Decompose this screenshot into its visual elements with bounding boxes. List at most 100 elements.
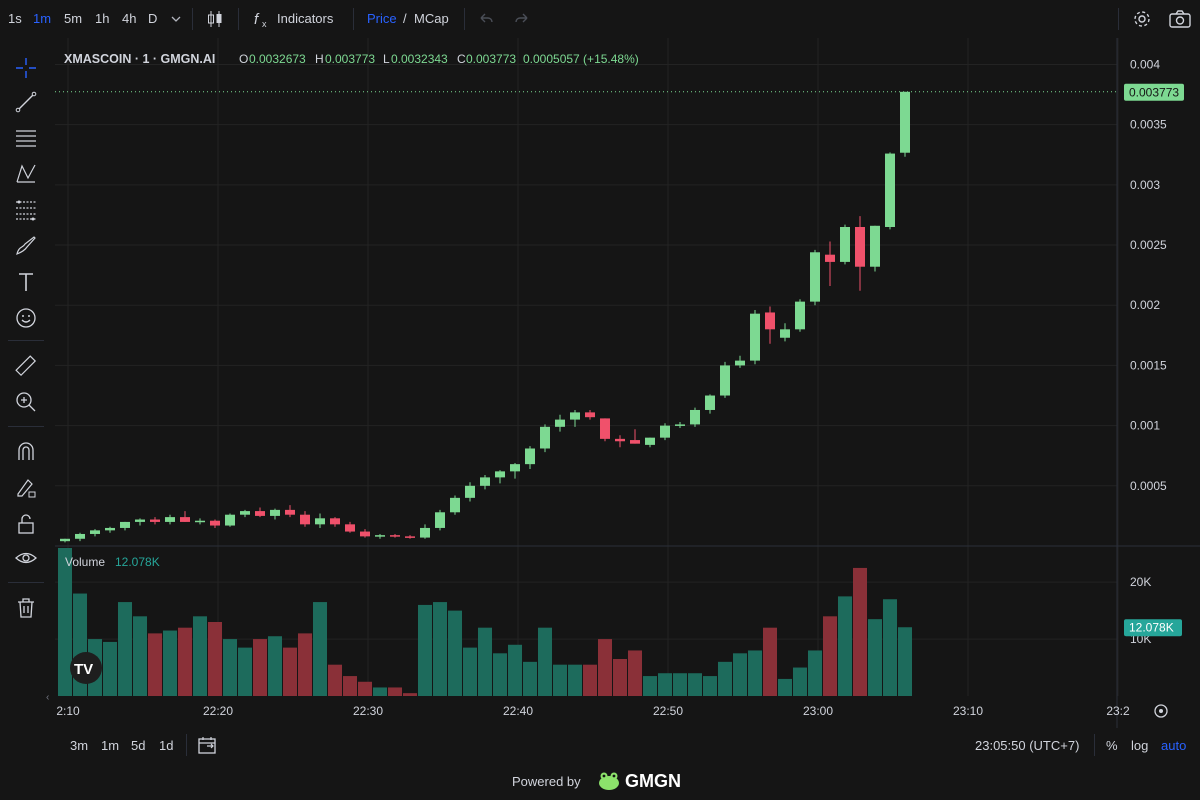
timeframe-1h[interactable]: 1h — [95, 11, 110, 26]
timeframe-1s[interactable]: 1s — [8, 11, 22, 26]
reset-settings-icon[interactable] — [1154, 704, 1168, 718]
volume-bar — [733, 653, 747, 696]
volume-bar — [193, 616, 207, 696]
chevron-down-icon[interactable] — [170, 14, 182, 24]
ruler-icon[interactable] — [12, 352, 40, 380]
range-3m[interactable]: 3m — [70, 738, 89, 753]
camera-icon[interactable] — [1168, 8, 1192, 30]
candle-body — [75, 533, 85, 539]
toolbar-divider — [192, 8, 193, 30]
candle-body — [225, 514, 235, 526]
tradingview-logo[interactable]: TV — [70, 652, 102, 684]
candle-body — [600, 418, 610, 439]
price-tick-label: 0.0025 — [1130, 238, 1167, 252]
trend-line-icon[interactable] — [12, 88, 40, 116]
volume-bar — [763, 627, 777, 696]
timezone-clock[interactable]: 23:05:50 (UTC+7) — [975, 738, 1080, 753]
log-toggle[interactable]: log — [1131, 738, 1149, 753]
volume-value: 12.078K — [115, 555, 160, 569]
volume-bar — [748, 650, 762, 696]
text-icon[interactable] — [12, 268, 40, 296]
auto-toggle[interactable]: auto — [1161, 738, 1187, 753]
price-toggle[interactable]: Price — [367, 11, 397, 26]
range-5d[interactable]: 5d — [131, 738, 146, 753]
volume-bar — [793, 667, 807, 696]
candle-body — [120, 521, 130, 528]
timeframe-D[interactable]: D — [148, 11, 158, 26]
trash-icon[interactable] — [12, 594, 40, 622]
time-tick-label: 22:40 — [503, 704, 533, 718]
candle-body — [510, 464, 520, 472]
gmgn-brand[interactable]: GMGN — [625, 771, 681, 791]
legend-low-label: L — [383, 52, 390, 66]
volume-bar — [178, 627, 192, 696]
range-1d[interactable]: 1d — [159, 738, 174, 753]
volume-bar — [373, 687, 387, 696]
indicators-button[interactable]: Indicators — [277, 11, 334, 26]
undo-icon[interactable] — [476, 10, 496, 28]
candle-body — [585, 412, 595, 418]
candle-body — [285, 509, 295, 515]
candle-body — [330, 518, 340, 525]
timeframe-5m[interactable]: 5m — [64, 11, 83, 26]
candle-body — [255, 511, 265, 516]
fib-retracement-icon[interactable] — [12, 196, 40, 224]
emoji-icon[interactable] — [12, 304, 40, 332]
horizontal-lines-icon[interactable] — [12, 124, 40, 152]
price-tick-label: 0.001 — [1130, 419, 1160, 433]
volume-bar — [163, 630, 177, 696]
legend-high-label: H — [315, 52, 324, 66]
price-chart[interactable]: 0.004 0.0035 0.003 0.0025 0.002 0.0015 0.001 0.… — [0, 38, 1200, 728]
candle-body — [165, 517, 175, 522]
volume-bar — [298, 633, 312, 696]
powered-by-text: Powered by — [512, 774, 581, 789]
volume-bar — [433, 602, 447, 696]
candle-body — [345, 524, 355, 532]
drawing-toolbar — [0, 40, 52, 630]
volume-bar — [658, 673, 672, 696]
candle-body — [180, 517, 190, 522]
candle-body — [90, 530, 100, 534]
volume-bar — [898, 627, 912, 696]
svg-text:f: f — [254, 11, 260, 28]
eye-icon[interactable] — [12, 544, 40, 572]
timeframe-4h[interactable]: 4h — [122, 11, 137, 26]
bottom-toolbar: 3m 1m 5d 1d 23:05:50 (UTC+7) % log auto — [0, 730, 1200, 760]
volume-bar — [808, 650, 822, 696]
time-tick-label: 23:00 — [803, 704, 833, 718]
timeframe-1m[interactable]: 1m — [33, 11, 52, 26]
volume-bar — [403, 693, 417, 696]
crosshair-icon[interactable] — [12, 54, 40, 82]
volume-bar — [628, 650, 642, 696]
volume-bar — [448, 610, 462, 696]
candle-body — [135, 519, 145, 522]
range-1m[interactable]: 1m — [101, 738, 120, 753]
price-tick-label: 0.004 — [1130, 57, 1160, 71]
magnet-icon[interactable] — [12, 438, 40, 466]
volume-bar — [508, 644, 522, 696]
candle-body — [390, 535, 400, 537]
volume-bar — [883, 599, 897, 696]
zoom-in-icon[interactable] — [12, 388, 40, 416]
candle-body — [735, 360, 745, 366]
volume-bar — [553, 664, 567, 696]
volume-bar — [868, 619, 882, 696]
candle-body — [405, 536, 415, 538]
redo-icon[interactable] — [512, 10, 532, 28]
calendar-icon[interactable] — [196, 734, 218, 756]
lock-icon[interactable] — [12, 510, 40, 538]
pattern-icon[interactable] — [12, 160, 40, 188]
candles-icon[interactable] — [204, 8, 226, 30]
lock-drawing-icon[interactable] — [12, 474, 40, 502]
percent-toggle[interactable]: % — [1106, 738, 1118, 753]
legend-open-value: 0.0032673 — [249, 52, 306, 66]
gear-icon[interactable] — [1131, 8, 1153, 30]
legend-low-value: 0.0032343 — [391, 52, 448, 66]
brush-icon[interactable] — [12, 232, 40, 260]
mcap-toggle[interactable]: MCap — [414, 11, 449, 26]
volume-bar — [838, 596, 852, 696]
candle-body — [420, 527, 430, 538]
scroll-left-icon[interactable]: ‹ — [46, 692, 49, 703]
